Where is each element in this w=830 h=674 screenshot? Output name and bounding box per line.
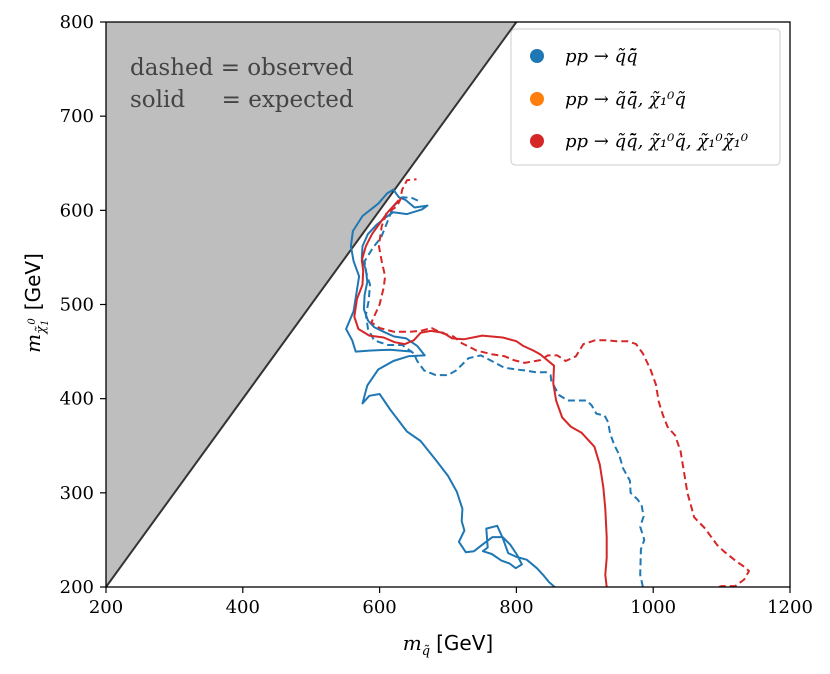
legend-marker-blue: [530, 49, 544, 63]
series-line-d62728-dashed: [370, 178, 750, 587]
y-tick-label-400: 400: [60, 389, 94, 410]
x-axis-title: mq̃ [GeV]: [403, 631, 493, 659]
x-tick-label-600: 600: [362, 597, 396, 618]
x-tick-label-1200: 1200: [767, 597, 813, 618]
legend-box: [510, 28, 781, 166]
series-layer: [345, 178, 750, 587]
y-tick-label-200: 200: [60, 577, 94, 598]
legend-label-orange: pp → q̃q̃̄, χ̃₁⁰q̃: [565, 89, 686, 110]
legend-marker-orange: [530, 92, 544, 106]
legend-label-red: pp → q̃q̃̄, χ̃₁⁰q̃, χ̃₁⁰χ̃₁⁰: [565, 131, 748, 152]
excluded-region: [105, 21, 518, 588]
y-axis-title: mχ̃10[GeV]: [21, 253, 51, 353]
legend-label-blue: pp → q̃q̃̄: [565, 46, 638, 67]
y-axis-ticks: 200 300 400 500 600 700 800: [60, 12, 106, 598]
series-line-1f77b4-dashed: [363, 196, 646, 587]
annotation-solid: solid = expected: [130, 87, 354, 113]
annotation-dashed: dashed = observed: [130, 55, 354, 81]
series-line-1f77b4-solid: [345, 188, 556, 587]
y-tick-label-500: 500: [60, 295, 94, 316]
legend: pp → q̃q̃̄ pp → q̃q̃̄, χ̃₁⁰q̃ pp → q̃q̃̄…: [510, 28, 781, 166]
y-tick-label-600: 600: [60, 200, 94, 221]
x-tick-label-200: 200: [89, 597, 123, 618]
x-tick-label-800: 800: [499, 597, 533, 618]
x-tick-label-1000: 1000: [630, 597, 676, 618]
x-axis-ticks: 200 400 600 800 1000 1200: [89, 587, 813, 618]
y-tick-label-700: 700: [60, 106, 94, 127]
y-tick-label-800: 800: [60, 12, 94, 33]
y-tick-label-300: 300: [60, 483, 94, 504]
series-line-d62728-solid: [353, 199, 608, 587]
x-tick-label-400: 400: [226, 597, 260, 618]
legend-marker-red: [530, 134, 544, 148]
diagonal-boundary-line: [105, 21, 518, 588]
